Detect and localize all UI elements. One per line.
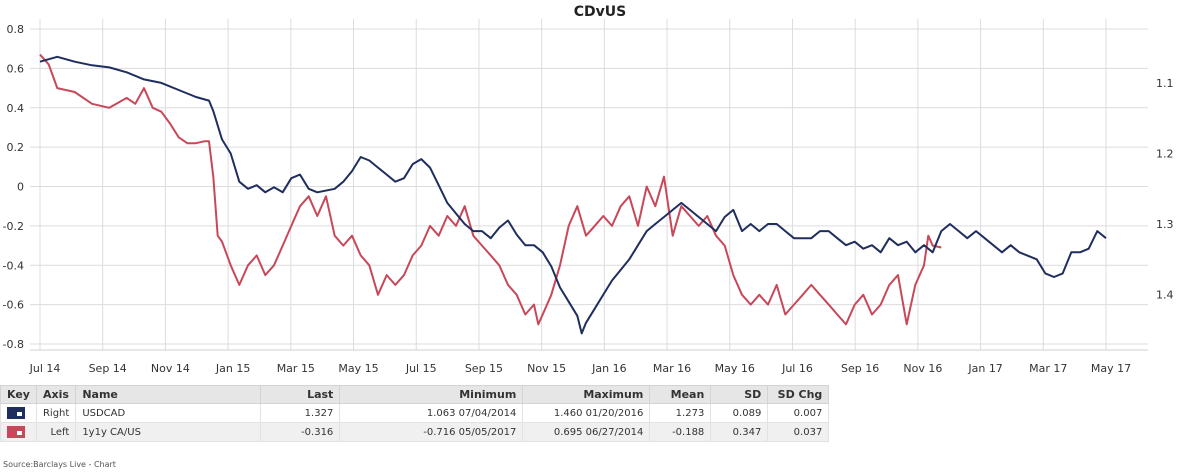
- key-cell: [0, 422, 37, 442]
- header-minimum: Minimum: [339, 385, 524, 404]
- cadus-key-icon[interactable]: [7, 426, 25, 438]
- x-tick-label: May 15: [338, 362, 378, 375]
- left-tick-label: -0.8: [3, 338, 24, 351]
- x-tick-label: Sep 16: [841, 362, 879, 375]
- chart-title: CDvUS: [574, 4, 626, 20]
- series-line-usdcad[interactable]: [39, 55, 1107, 335]
- x-tick-label: Sep 15: [465, 362, 503, 375]
- minimum-cell: -0.716 05/05/2017: [339, 422, 524, 442]
- table-row: Right USDCAD 1.327 1.063 07/04/2014 1.46…: [0, 403, 830, 423]
- header-mean: Mean: [649, 385, 712, 404]
- x-tick-label: Mar 16: [653, 362, 691, 375]
- maximum-cell: 0.695 06/27/2014: [522, 422, 651, 442]
- left-tick-label: 0.2: [7, 141, 25, 154]
- right-tick-label: 1.4: [1156, 289, 1174, 302]
- right-tick-label: 1.2: [1156, 147, 1174, 160]
- x-tick-label: Nov 14: [151, 362, 190, 375]
- chart-area: CDvUS 0.80.60.40.20-0.2-0.4-0.6-0.8 1.11…: [3, 4, 1174, 375]
- header-key: Key: [0, 385, 37, 404]
- series-layer: [39, 53, 1107, 335]
- x-tick-label: Mar 17: [1029, 362, 1067, 375]
- header-sd: SD: [710, 385, 769, 404]
- right-axis: 1.1 1.2 1.3 1.4: [1156, 77, 1174, 302]
- right-tick-label: 1.1: [1156, 77, 1174, 90]
- mean-cell: -0.188: [649, 422, 712, 442]
- x-axis: Jul 14 Sep 14 Nov 14 Jan 15 Mar 15 May 15 Jul …: [29, 362, 1132, 375]
- x-tick-label: Sep 14: [89, 362, 127, 375]
- x-tick-label: Mar 15: [277, 362, 315, 375]
- key-cell: [0, 403, 37, 423]
- chart-grid: [30, 19, 1148, 351]
- left-tick-label: -0.6: [3, 299, 24, 312]
- usdcad-key-icon[interactable]: [7, 407, 25, 419]
- sd-cell: 0.089: [710, 403, 769, 423]
- left-tick-label: -0.2: [3, 220, 24, 233]
- x-tick-label: May 17: [1091, 362, 1131, 375]
- header-name: Name: [75, 385, 262, 404]
- last-cell: 1.327: [260, 403, 341, 423]
- name-cell: USDCAD: [75, 403, 262, 423]
- x-tick-label: Jul 14: [29, 362, 61, 375]
- left-tick-label: -0.4: [3, 259, 24, 272]
- header-maximum: Maximum: [522, 385, 651, 404]
- sd-chg-cell: 0.007: [767, 403, 830, 423]
- left-tick-label: 0.8: [7, 23, 25, 36]
- header-last: Last: [260, 385, 341, 404]
- x-tick-label: Jan 15: [215, 362, 250, 375]
- x-tick-label: May 16: [715, 362, 755, 375]
- minimum-cell: 1.063 07/04/2014: [339, 403, 524, 423]
- name-cell: 1y1y CA/US: [75, 422, 262, 442]
- x-tick-label: Nov 15: [527, 362, 566, 375]
- x-tick-label: Jul 15: [405, 362, 437, 375]
- left-tick-label: 0: [17, 181, 24, 194]
- x-tick-label: Jan 17: [967, 362, 1002, 375]
- x-tick-label: Jan 16: [591, 362, 626, 375]
- axis-cell: Right: [35, 403, 77, 423]
- sd-cell: 0.347: [710, 422, 769, 442]
- series-line-1y1y-ca-us[interactable]: [39, 53, 942, 326]
- table-row: Left 1y1y CA/US -0.316 -0.716 05/05/2017…: [0, 422, 830, 442]
- x-tick-label: Jul 16: [781, 362, 813, 375]
- left-tick-label: 0.6: [7, 62, 25, 75]
- series-table: Key Axis Name Last Minimum Maximum Mean …: [0, 385, 830, 442]
- sd-chg-cell: 0.037: [767, 422, 830, 442]
- axis-cell: Left: [35, 422, 77, 442]
- mean-cell: 1.273: [649, 403, 712, 423]
- header-sd-chg: SD Chg: [767, 385, 830, 404]
- header-axis: Axis: [35, 385, 77, 404]
- left-axis: 0.8 0.6 0.4 0.2 0 -0.2 -0.4 -0.6 -0.8: [3, 23, 24, 351]
- right-tick-label: 1.3: [1156, 218, 1174, 231]
- source-note: Source:Barclays Live - Chart: [3, 460, 116, 469]
- left-tick-label: 0.4: [7, 102, 25, 115]
- x-tick-label: Nov 16: [903, 362, 942, 375]
- table-header-row: Key Axis Name Last Minimum Maximum Mean …: [0, 385, 830, 404]
- maximum-cell: 1.460 01/20/2016: [522, 403, 651, 423]
- last-cell: -0.316: [260, 422, 341, 442]
